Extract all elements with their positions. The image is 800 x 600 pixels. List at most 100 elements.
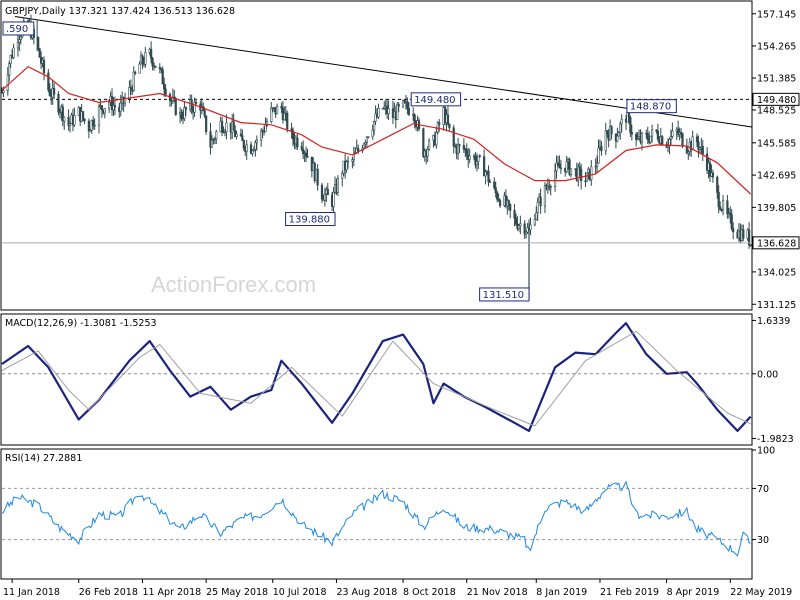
candle-body: [112, 104, 115, 111]
candle-body: [669, 136, 673, 140]
candle-body: [578, 166, 581, 170]
candle-body: [536, 201, 539, 213]
candle-body: [57, 93, 60, 113]
candle-body: [100, 105, 104, 111]
candle-body: [487, 170, 490, 182]
candle-body: [556, 162, 560, 165]
candle-body: [264, 124, 267, 132]
candle-body: [68, 123, 72, 126]
candle-body: [270, 107, 273, 122]
candle-body: [110, 95, 114, 111]
candle-body: [677, 128, 680, 135]
candle-body: [280, 106, 283, 109]
candle-body: [108, 102, 111, 109]
candle-body: [483, 156, 486, 177]
candle-body: [691, 136, 694, 151]
candle-body: [636, 138, 639, 140]
candle-body: [290, 128, 293, 132]
annotation-label: 148.870: [630, 102, 671, 113]
candle-body: [332, 191, 335, 207]
candle-body: [251, 150, 254, 154]
candle-body: [215, 131, 218, 140]
candle-body: [488, 181, 492, 183]
candle-body: [721, 200, 725, 211]
level-tag-label: 149.480: [757, 95, 796, 106]
candle-body: [640, 132, 644, 143]
candle-body: [661, 136, 664, 145]
last-price-box: [752, 236, 800, 250]
annotation-label: 139.880: [289, 215, 330, 226]
date-tick-label: 8 Jan 2019: [536, 587, 587, 598]
candle-body: [364, 142, 367, 145]
candle-body: [697, 141, 700, 150]
candle-body: [617, 132, 620, 137]
candle-body: [252, 149, 256, 152]
candle-body: [569, 168, 573, 175]
candle-body: [559, 167, 562, 170]
candle-body: [475, 161, 479, 166]
candle-body: [749, 244, 752, 246]
rsi-line: [1, 480, 751, 557]
candle-body: [484, 171, 487, 177]
candle-body: [245, 144, 248, 152]
candle-body: [367, 136, 370, 138]
price-tick-label: 157.145: [757, 9, 796, 20]
candle-body: [249, 144, 253, 154]
macd-axis: 1.6339 0.00 -1.9823: [752, 316, 794, 445]
candle-body: [474, 156, 477, 166]
candle-body: [519, 223, 522, 226]
macd-panel-frame: [0, 313, 753, 446]
price-tick-label: 139.805: [757, 203, 796, 214]
candle-body: [698, 147, 701, 150]
candle-body: [478, 155, 481, 157]
candle-body: [373, 120, 376, 131]
candle-body: [477, 155, 480, 162]
rsi-series-line: [1, 480, 751, 557]
candle-body: [232, 121, 235, 131]
candle-body: [286, 112, 289, 130]
watermark: ActionForex.com: [151, 272, 316, 297]
candle-body: [241, 135, 244, 141]
last-price-label: 136.628: [757, 238, 796, 249]
candle-body: [144, 52, 147, 65]
date-tick-label: 21 Feb 2019: [600, 587, 659, 598]
candle-body: [326, 188, 329, 196]
date-tick-label: 22 May 2019: [730, 587, 792, 598]
rsi-axis: 100 70 30: [752, 446, 775, 546]
candle-body: [12, 47, 15, 58]
candle-body: [594, 165, 597, 168]
macd-tick-label: -1.9823: [757, 434, 794, 445]
candle-body: [555, 162, 558, 172]
candle-body: [525, 231, 528, 235]
candle-body: [73, 114, 76, 126]
level-tag-box: [752, 92, 800, 106]
macd-signal-line: [1, 330, 751, 427]
candle-body: [616, 135, 619, 142]
candle-body: [296, 137, 299, 147]
annotation-box: [626, 99, 677, 114]
annotation-label: 149.480: [414, 95, 455, 106]
candle-body: [239, 133, 242, 136]
date-tick-label: 11 Apr 2018: [142, 587, 201, 598]
rsi-tick-label: 70: [757, 484, 769, 495]
macd-lines: [1, 322, 752, 432]
annotation-box: [285, 212, 336, 227]
rsi-panel-frame: [0, 448, 753, 580]
candle-body: [553, 170, 557, 188]
candle-body: [381, 108, 384, 110]
candle-body: [730, 214, 733, 229]
candle-body: [687, 151, 690, 154]
candle-body: [742, 229, 745, 239]
rsi-header: RSI(14) 27.2881: [5, 453, 82, 464]
candle-body: [568, 159, 571, 175]
candle-body: [407, 108, 410, 115]
candle-body: [346, 160, 350, 163]
candle-body: [549, 186, 552, 188]
candle-body: [42, 59, 46, 74]
candle-body: [129, 87, 132, 89]
date-tick-label: 23 Aug 2018: [336, 587, 397, 598]
candle-body: [401, 100, 405, 107]
candle-body: [119, 102, 122, 112]
moving-average: [1, 65, 752, 195]
candle-body: [630, 132, 633, 135]
